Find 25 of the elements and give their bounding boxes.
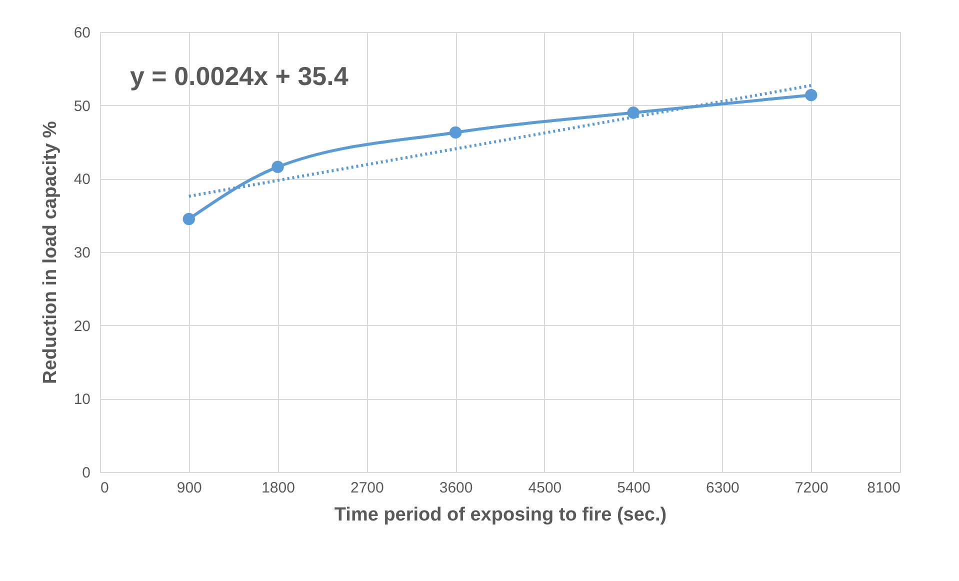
y-tick-label: 30: [74, 244, 90, 262]
x-tick-label: 3600: [439, 480, 473, 496]
point: [272, 160, 284, 174]
point: [449, 126, 462, 139]
x-tick-label: 7200: [794, 480, 828, 496]
x-tick-label: 8100: [867, 480, 900, 496]
x-tick-label: 900: [176, 480, 202, 496]
y-tick-label: 10: [74, 391, 90, 408]
y-tick-label: 40: [74, 171, 90, 188]
point: [804, 88, 818, 102]
y-tick-label: 50: [74, 98, 90, 115]
point: [627, 106, 640, 119]
x-tick-label: 5400: [617, 480, 651, 496]
x-tick-label: 6300: [706, 480, 740, 496]
annotation: y = 0.0024x + 35.4: [130, 61, 349, 91]
x-tick-label: 1800: [262, 480, 295, 496]
y-tick-label: 20: [74, 318, 90, 335]
y-tick-label: 60: [74, 24, 90, 42]
x-tick-label: 4500: [528, 480, 562, 496]
x-tick-label: 0: [100, 480, 109, 496]
y-axis-title: Reduction in load capacity %: [40, 120, 61, 384]
x-tick-label: 2700: [350, 480, 384, 496]
x-axis-title: Time period of exposing to fire (sec.): [334, 504, 667, 526]
point: [182, 212, 196, 226]
y-tick-label: 0: [82, 464, 90, 482]
